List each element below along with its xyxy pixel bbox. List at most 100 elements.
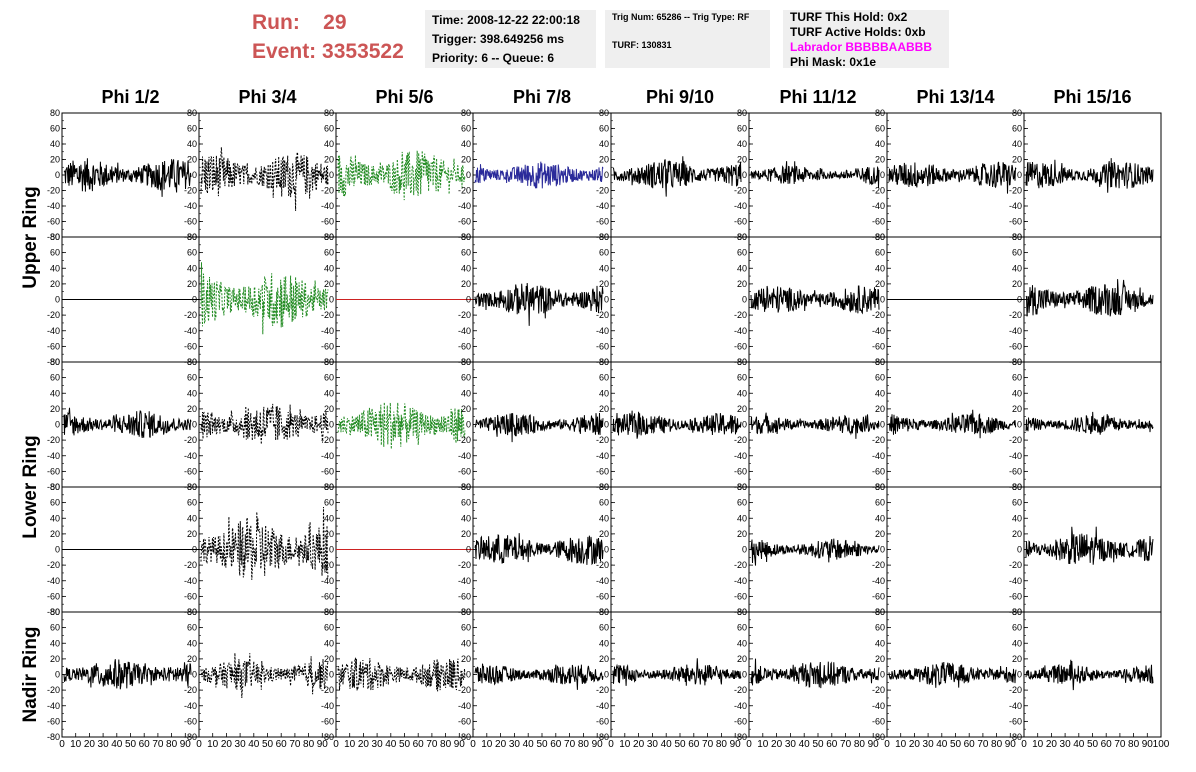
y-tick-label: -40 xyxy=(184,451,197,461)
y-tick-label: -60 xyxy=(458,591,471,601)
y-tick-label: -60 xyxy=(47,591,60,601)
waveform-trace xyxy=(200,403,329,445)
run-event-box: Run: 29 Event: 3353522 xyxy=(252,8,404,66)
x-tick-label: 90 xyxy=(868,739,880,750)
y-tick-label: -20 xyxy=(321,560,334,570)
x-tick-label: 10 xyxy=(619,739,631,750)
y-tick-label: 0 xyxy=(604,545,609,555)
x-tick-label: 70 xyxy=(702,739,714,750)
y-tick-label: -20 xyxy=(596,435,609,445)
y-tick-label: 80 xyxy=(1012,232,1022,242)
y-tick-label: 40 xyxy=(461,638,471,648)
y-tick-label: -20 xyxy=(596,685,609,695)
waveform-trace xyxy=(888,161,1017,194)
y-tick-label: 40 xyxy=(324,263,334,273)
x-tick-label: 90 xyxy=(1142,739,1154,750)
y-tick-label: 80 xyxy=(737,607,747,617)
y-tick-label: -20 xyxy=(1009,435,1022,445)
waveform-trace xyxy=(63,158,192,197)
y-tick-label: -20 xyxy=(321,685,334,695)
y-tick-label: 0 xyxy=(192,670,197,680)
x-tick-label: 50 xyxy=(536,739,548,750)
y-tick-label: -60 xyxy=(1009,716,1022,726)
y-tick-label: 80 xyxy=(324,607,334,617)
y-tick-label: 80 xyxy=(461,357,471,367)
y-tick-label: 60 xyxy=(1012,373,1022,383)
y-tick-label: 40 xyxy=(1012,263,1022,273)
y-tick-label: 0 xyxy=(1017,170,1022,180)
y-tick-label: -20 xyxy=(872,560,885,570)
x-tick-label: 80 xyxy=(854,739,866,750)
x-tick-label: 80 xyxy=(440,739,452,750)
y-tick-label: -40 xyxy=(458,326,471,336)
y-tick-label: -20 xyxy=(458,435,471,445)
x-tick-label: 30 xyxy=(98,739,110,750)
y-tick-label: 80 xyxy=(1012,482,1022,492)
y-tick-label: -80 xyxy=(47,732,60,742)
y-tick-label: -60 xyxy=(1009,341,1022,351)
y-tick-label: 20 xyxy=(737,279,747,289)
x-tick-label: 60 xyxy=(826,739,838,750)
y-tick-label: 0 xyxy=(192,420,197,430)
y-tick-label: -60 xyxy=(47,217,60,227)
y-tick-label: -60 xyxy=(47,341,60,351)
y-tick-label: -60 xyxy=(184,466,197,476)
y-tick-label: 0 xyxy=(192,170,197,180)
waveform-trace xyxy=(1025,526,1154,565)
y-tick-label: 20 xyxy=(461,654,471,664)
column-header: Phi 9/10 xyxy=(646,87,714,107)
x-tick-label: 60 xyxy=(276,739,288,750)
y-tick-label: 60 xyxy=(599,373,609,383)
x-tick-label: 90 xyxy=(592,739,604,750)
y-tick-label: 20 xyxy=(875,404,885,414)
y-tick-label: 0 xyxy=(329,545,334,555)
y-tick-label: -40 xyxy=(734,701,747,711)
y-tick-label: 40 xyxy=(461,139,471,149)
y-tick-label: -60 xyxy=(872,217,885,227)
y-tick-label: 0 xyxy=(880,420,885,430)
y-tick-label: 80 xyxy=(324,108,334,118)
y-tick-label: -60 xyxy=(321,217,334,227)
y-tick-label: -80 xyxy=(458,732,471,742)
x-tick-label: 20 xyxy=(909,739,921,750)
waveform-trace xyxy=(888,661,1017,688)
y-tick-label: 80 xyxy=(461,108,471,118)
y-tick-label: -60 xyxy=(321,466,334,476)
y-tick-label: 40 xyxy=(599,513,609,523)
y-tick-label: 20 xyxy=(187,529,197,539)
y-tick-label: -40 xyxy=(321,576,334,586)
y-tick-label: -20 xyxy=(184,560,197,570)
x-tick-label: 100 xyxy=(1153,739,1170,750)
y-tick-label: 80 xyxy=(187,607,197,617)
y-tick-label: -20 xyxy=(184,435,197,445)
waveform-trace xyxy=(1025,659,1154,691)
y-tick-label: -60 xyxy=(596,591,609,601)
x-tick-label: 70 xyxy=(152,739,164,750)
y-tick-label: 20 xyxy=(324,155,334,165)
y-tick-label: 80 xyxy=(1012,357,1022,367)
y-tick-label: -20 xyxy=(734,310,747,320)
y-tick-label: -80 xyxy=(1009,732,1022,742)
y-tick-label: -80 xyxy=(47,607,60,617)
y-tick-label: -40 xyxy=(47,576,60,586)
waveform-trace xyxy=(337,657,466,692)
waveform-trace xyxy=(613,156,742,197)
y-tick-label: -40 xyxy=(47,451,60,461)
y-tick-label: 40 xyxy=(875,638,885,648)
y-tick-label: -80 xyxy=(47,232,60,242)
x-tick-label: 30 xyxy=(1060,739,1072,750)
y-tick-label: 40 xyxy=(599,139,609,149)
event-value: 3353522 xyxy=(322,40,404,63)
y-tick-label: 40 xyxy=(324,388,334,398)
turf-active-holds-text: TURF Active Holds: 0xb xyxy=(790,25,926,39)
waveform-trace xyxy=(750,412,880,439)
y-tick-label: 80 xyxy=(324,482,334,492)
waveform-trace xyxy=(474,282,604,326)
y-tick-label: 20 xyxy=(187,155,197,165)
y-tick-label: 20 xyxy=(50,279,60,289)
y-tick-label: 60 xyxy=(875,623,885,633)
y-tick-label: 40 xyxy=(1012,638,1022,648)
run-row: Run: 29 xyxy=(252,8,404,37)
y-tick-label: 60 xyxy=(461,124,471,134)
y-tick-label: -20 xyxy=(458,560,471,570)
